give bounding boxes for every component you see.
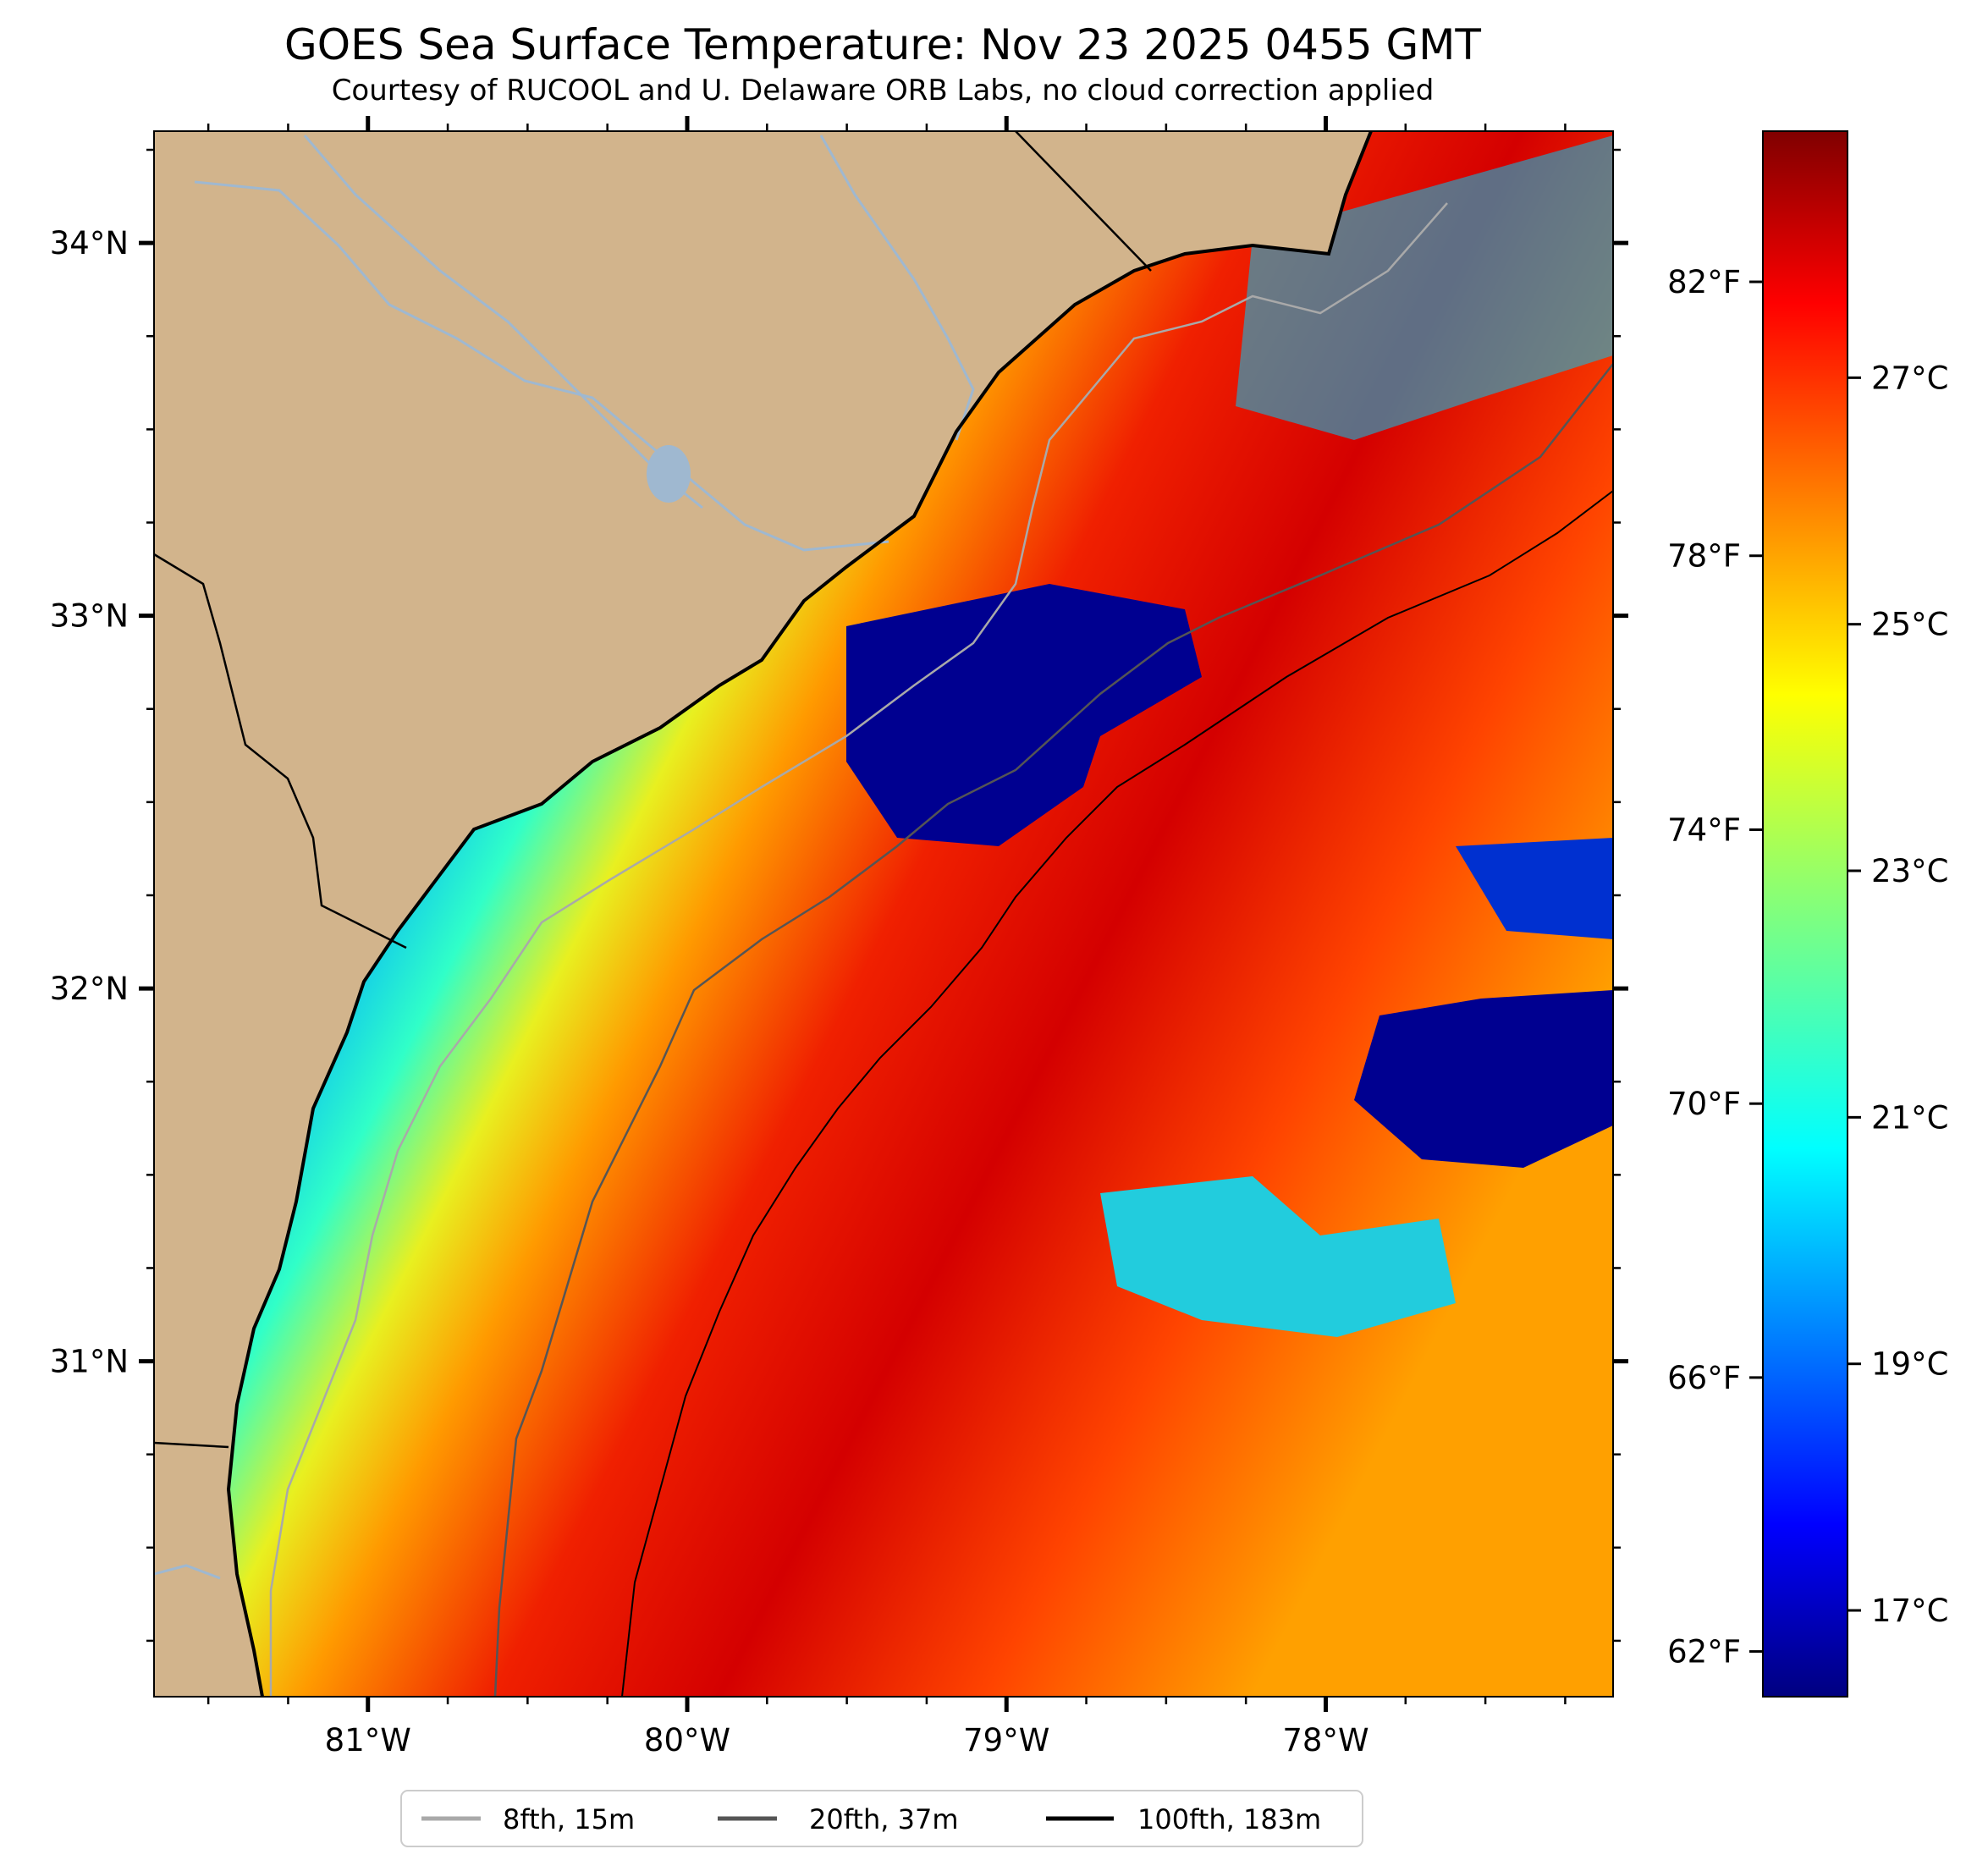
map-frame	[153, 130, 1614, 1698]
state-border	[154, 1441, 229, 1449]
isobath-legend: 8fth, 15m 20fth, 37m 100fth, 183m	[400, 1790, 1363, 1847]
state-border	[154, 553, 407, 949]
lon-tick-label: 78°W	[1282, 1722, 1368, 1758]
lon-tick-label: 80°W	[644, 1722, 730, 1758]
celsius-tick-label: 17°C	[1871, 1593, 1948, 1629]
lon-tick-label: 79°W	[963, 1722, 1049, 1758]
celsius-tick-label: 21°C	[1871, 1099, 1948, 1136]
cloud-patch-east-upper	[1456, 838, 1613, 939]
fahrenheit-tick-label: 70°F	[1667, 1086, 1741, 1122]
river	[154, 1564, 221, 1580]
figure-subtitle: Courtesy of RUCOOL and U. Delaware ORB L…	[332, 74, 1435, 107]
cloud-patch-south	[1100, 1176, 1456, 1337]
legend-label-8fth: 8fth, 15m	[503, 1803, 635, 1835]
fahrenheit-tick-label: 62°F	[1667, 1634, 1741, 1670]
isobath-8fth	[269, 202, 1448, 1697]
cloud-patch-north	[846, 584, 1202, 846]
celsius-tick-label: 19°C	[1871, 1346, 1948, 1383]
lat-tick-label: 34°N	[50, 225, 129, 261]
cloud-patch-east	[1354, 990, 1613, 1168]
latitude-axis-left: 34°N 33°N 32°N 31°N	[50, 225, 154, 1380]
fahrenheit-tick-label: 74°F	[1667, 812, 1741, 848]
celsius-tick-label: 25°C	[1871, 607, 1948, 643]
coastline	[226, 131, 1373, 1697]
longitude-axis-bottom: 81°W 80°W 79°W 78°W	[325, 1697, 1369, 1758]
legend-label-100fth: 100fth, 183m	[1137, 1803, 1321, 1835]
minor-ticks	[146, 124, 1621, 1704]
isobath-100fth	[621, 490, 1613, 1697]
fahrenheit-tick-label: 78°F	[1667, 538, 1741, 575]
map-panel	[154, 131, 1613, 1697]
longitude-axis-top	[366, 116, 1328, 131]
fahrenheit-tick-label: 82°F	[1667, 264, 1741, 300]
lat-tick-label: 33°N	[50, 598, 129, 635]
lon-tick-label: 81°W	[325, 1722, 411, 1758]
lat-tick-label: 32°N	[50, 971, 129, 1007]
legend-frame	[400, 1790, 1363, 1847]
state-border	[1015, 131, 1152, 272]
lat-tick-label: 31°N	[50, 1344, 129, 1380]
river	[819, 135, 975, 441]
legend-label-20fth: 20fth, 37m	[809, 1803, 958, 1835]
colorbar-gradient	[1762, 130, 1848, 1698]
fahrenheit-tick-label: 66°F	[1667, 1360, 1741, 1396]
land	[154, 131, 1371, 1697]
cool-nearshore-ne	[1236, 135, 1613, 440]
latitude-axis-right	[1613, 240, 1628, 1364]
celsius-tick-label: 23°C	[1871, 853, 1948, 889]
colorbar-fahrenheit-axis: 62°F 66°F 70°F 74°F 78°F 82°F	[1667, 264, 1763, 1670]
colorbar-celsius-axis: 17°C 19°C 21°C 23°C 25°C 27°C	[1848, 360, 1948, 1629]
river	[194, 180, 889, 552]
isobath-20fth	[493, 363, 1613, 1697]
celsius-tick-label: 27°C	[1871, 360, 1948, 396]
lake	[647, 445, 691, 503]
figure-title: GOES Sea Surface Temperature: Nov 23 202…	[284, 20, 1481, 69]
